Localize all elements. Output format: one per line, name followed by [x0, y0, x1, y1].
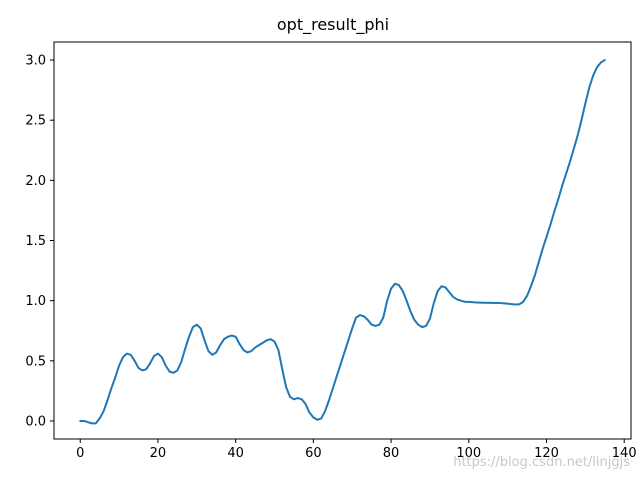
chart-title: opt_result_phi: [277, 15, 389, 35]
x-tick-label: 0: [76, 446, 84, 461]
x-tick-label: 20: [150, 446, 167, 461]
x-tick-label: 80: [383, 446, 400, 461]
x-axis-ticks: 0 20 40 60 80 100 120 140: [76, 439, 637, 461]
x-tick-label: 140: [612, 446, 637, 461]
y-axis-ticks: 0.0 0.5 1.0 1.5 2.0 2.5 3.0: [25, 54, 54, 429]
y-tick-label: 2.0: [25, 174, 46, 189]
y-tick-label: 3.0: [25, 54, 46, 69]
series-line-1: [79, 59, 606, 425]
y-tick-label: 2.5: [25, 114, 46, 129]
y-tick-label: 0.0: [25, 414, 46, 429]
y-tick-label: 0.5: [25, 354, 46, 369]
x-tick-label: 120: [534, 446, 559, 461]
x-tick-label: 40: [227, 446, 244, 461]
y-tick-label: 1.5: [25, 234, 46, 249]
x-tick-label: 100: [456, 446, 481, 461]
y-tick-label: 1.0: [25, 294, 46, 309]
x-tick-label: 60: [305, 446, 322, 461]
watermark-text: https://blog.csdn.net/linjgjs: [453, 455, 630, 470]
